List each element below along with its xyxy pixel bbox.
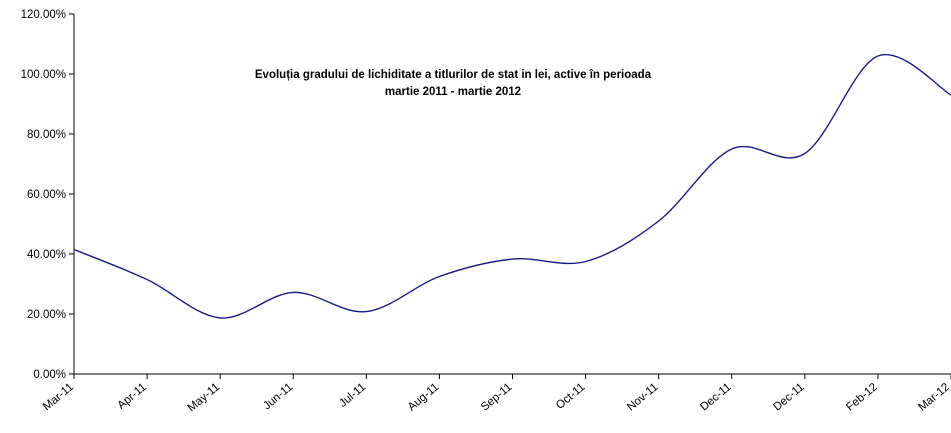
y-tick-label: 100.00% [21, 69, 66, 81]
y-axis-ticks: 0.00% 20.00% 40.00% 60.00% 80.00% 100.00% 120.… [21, 9, 74, 381]
chart-title-line-1: Evoluția gradului de lichiditate a titlu… [255, 69, 652, 81]
x-tick-label: Feb-12 [844, 381, 880, 414]
axes [73, 14, 951, 375]
series-line [73, 53, 951, 319]
y-tick-label: 20.00% [27, 309, 66, 321]
x-tick-label: Jul-11 [337, 381, 368, 410]
x-tick-label: Sep-11 [479, 381, 514, 413]
x-tick-label: Dec-11 [698, 381, 733, 413]
x-tick-label: Apr-11 [116, 381, 150, 412]
x-tick-label: Mar-12 [916, 381, 951, 414]
chart-title-line-2: martie 2011 - martie 2012 [385, 86, 521, 98]
x-tick-label: May-11 [186, 381, 222, 414]
x-tick-label: Oct-11 [554, 381, 588, 412]
x-tick-label: Aug-11 [406, 381, 441, 413]
y-tick-label: 60.00% [27, 189, 66, 201]
y-tick-label: 40.00% [27, 249, 66, 261]
x-tick-label: Nov-11 [625, 381, 660, 413]
x-tick-label: Jun-11 [261, 381, 295, 412]
series-layer [73, 53, 951, 319]
y-tick-label: 120.00% [21, 9, 66, 21]
x-tick-label: Dec-11 [771, 381, 806, 413]
x-axis-ticks: Mar-11 Apr-11 May-11 Jun-11 Jul-11 Aug-11 Sep-… [41, 374, 951, 414]
x-tick-label: Mar-11 [41, 381, 76, 413]
y-tick-label: 80.00% [27, 129, 66, 141]
y-tick-label: 0.00% [33, 369, 66, 381]
